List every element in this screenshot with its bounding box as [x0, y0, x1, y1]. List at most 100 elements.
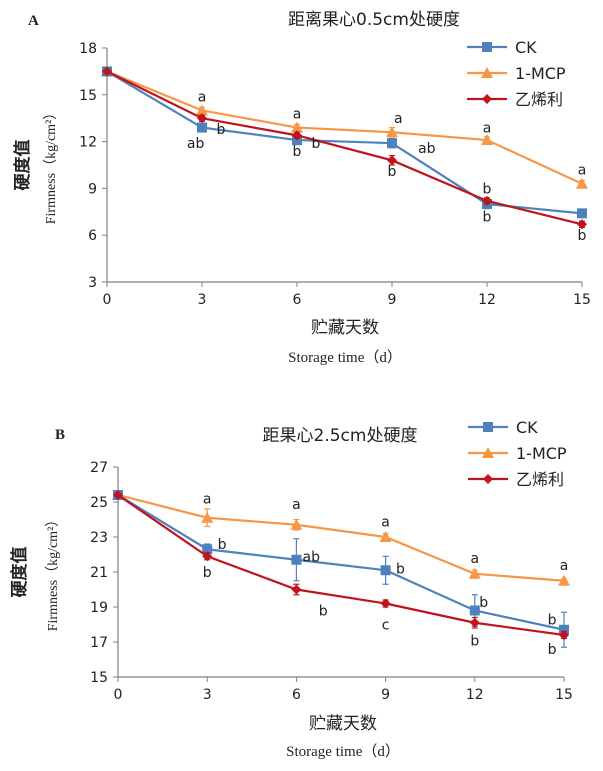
legend-marker: [483, 474, 493, 484]
data-point-ethephon: [559, 630, 569, 640]
series-ethephon: [102, 66, 587, 230]
significance-label: a: [198, 89, 207, 105]
x-tick-label: 12: [478, 292, 496, 308]
legend-label: 乙烯利: [515, 90, 563, 109]
data-point-1-mcp: [576, 177, 588, 189]
panel-label: B: [55, 427, 65, 443]
legend-label: 1-MCP: [515, 64, 566, 83]
data-point-ethephon: [482, 195, 492, 206]
x-tick-label: 9: [381, 687, 390, 703]
legend-label: CK: [516, 418, 538, 437]
y-tick-label: 18: [79, 41, 97, 57]
significance-label: a: [578, 163, 587, 179]
x-tick-label: 0: [103, 292, 112, 308]
significance-label: ab: [303, 549, 321, 565]
data-point-ck: [387, 138, 397, 149]
x-axis-label-cn: 贮藏天数: [309, 714, 377, 734]
data-point-ck: [197, 122, 207, 133]
data-point-ethephon: [387, 155, 397, 166]
significance-label: b: [548, 642, 557, 658]
data-point-1-mcp: [196, 104, 208, 116]
legend-marker: [481, 67, 493, 78]
series-ethephon: [113, 490, 569, 640]
data-point-ethephon: [292, 130, 302, 141]
chart-panel-b: B 距果心2.5cm处硬度 15 17 19 21 23 25 27 0 3 6 9 12 15 硬度值 Fir…: [9, 418, 573, 760]
chart-title: 距离果心0.5cm处硬度: [288, 10, 460, 30]
significance-label: b: [293, 144, 302, 160]
y-tick-label: 12: [79, 135, 97, 151]
x-tick-label: 12: [466, 687, 484, 703]
data-point-ck: [380, 565, 391, 576]
x-tick-label: 15: [573, 292, 591, 308]
data-point-1-mcp: [291, 121, 303, 133]
series-ck: [113, 490, 569, 648]
series-line-1-mcp: [106, 70, 583, 185]
y-axis-label-en: Firmness（kg/cm²）: [45, 513, 61, 632]
data-point-1-mcp: [290, 518, 303, 530]
y-tick-label: 19: [90, 600, 108, 616]
data-point-1-mcp: [481, 134, 493, 146]
legend: CK 1-MCP 乙烯利: [467, 38, 566, 109]
y-tick-label: 9: [88, 181, 97, 197]
data-point-1-mcp: [201, 511, 214, 523]
data-point-ethephon: [380, 598, 391, 609]
significance-label: ab: [187, 136, 205, 152]
data-point-1-mcp: [558, 574, 570, 586]
significance-label: a: [483, 121, 492, 137]
data-point-ck: [577, 208, 587, 219]
series-line-ck: [106, 70, 583, 215]
data-point-ethephon: [577, 219, 587, 230]
x-tick-label: 3: [198, 292, 207, 308]
significance-label: b: [218, 537, 227, 553]
significance-label: b: [470, 633, 479, 649]
significance-label: a: [471, 551, 480, 567]
significance-label: b: [479, 595, 488, 611]
y-tick-label: 3: [88, 275, 97, 291]
legend-label: 1-MCP: [516, 444, 567, 463]
y-tick-label: 6: [88, 228, 97, 244]
legend-marker: [482, 94, 492, 104]
significance-label: b: [312, 136, 321, 152]
y-tick-label: 25: [90, 495, 108, 511]
x-tick-label: 15: [555, 687, 573, 703]
x-tick-label: 0: [114, 687, 123, 703]
significance-label: b: [396, 562, 405, 578]
series-line-ck: [117, 494, 565, 631]
y-tick-label: 15: [79, 88, 97, 104]
chart-title: 距果心2.5cm处硬度: [263, 426, 418, 446]
significance-label: ab: [418, 141, 436, 157]
data-point-ck: [291, 554, 302, 565]
y-axis-label-en: Firmness（kg/cm²）: [43, 106, 59, 225]
legend-label: 乙烯利: [516, 470, 564, 489]
y-axis-label-cn: 硬度值: [9, 547, 30, 598]
significance-label: b: [483, 181, 492, 197]
significance-label: a: [394, 111, 403, 127]
data-point-ethephon: [291, 584, 302, 595]
significance-label: a: [293, 107, 302, 123]
x-axis-label-en: Storage time（d）: [286, 743, 400, 760]
data-point-1-mcp: [379, 531, 392, 542]
x-axis-label-en: Storage time（d）: [288, 349, 402, 366]
data-point-ethephon: [202, 551, 213, 562]
x-axis-label-cn: 贮藏天数: [311, 318, 379, 338]
series-line-ethephon: [106, 70, 583, 226]
data-point-ck: [559, 624, 569, 635]
x-tick-label: 9: [388, 292, 397, 308]
data-point-1-mcp: [468, 567, 481, 579]
panel-label: A: [28, 13, 39, 29]
series-line-1-mcp: [117, 493, 565, 582]
significance-label: b: [319, 604, 328, 620]
significance-label: a: [560, 558, 569, 574]
significance-label: b: [548, 612, 557, 628]
legend-label: CK: [515, 38, 537, 57]
y-tick-label: 17: [90, 635, 108, 651]
significance-label: b: [483, 209, 492, 225]
x-tick-label: 6: [293, 292, 302, 308]
y-tick-label: 15: [90, 670, 108, 686]
significance-label: b: [203, 565, 212, 581]
legend: CK 1-MCP 乙烯利: [468, 418, 567, 489]
y-tick-label: 21: [90, 565, 108, 581]
legend-marker: [482, 42, 492, 52]
y-axis-label-cn: 硬度值: [12, 140, 33, 191]
